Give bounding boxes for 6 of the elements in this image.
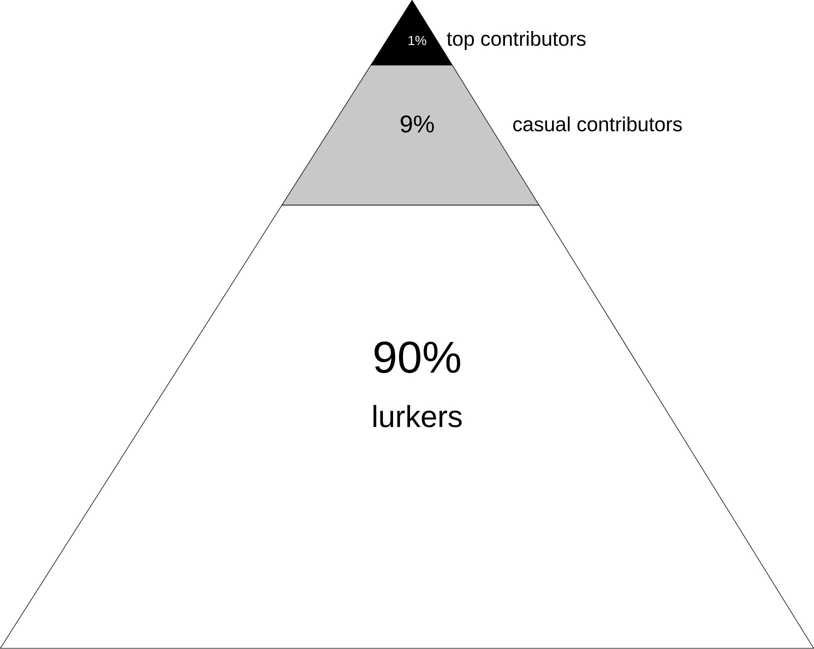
data-label: 9% xyxy=(400,116,434,133)
category-label: lurkers xyxy=(374,405,462,428)
category-label: top contributors xyxy=(446,31,586,50)
category-label: casual contributors xyxy=(513,116,682,132)
data-label: 90% xyxy=(374,342,460,374)
data-label: 1% xyxy=(408,36,426,46)
